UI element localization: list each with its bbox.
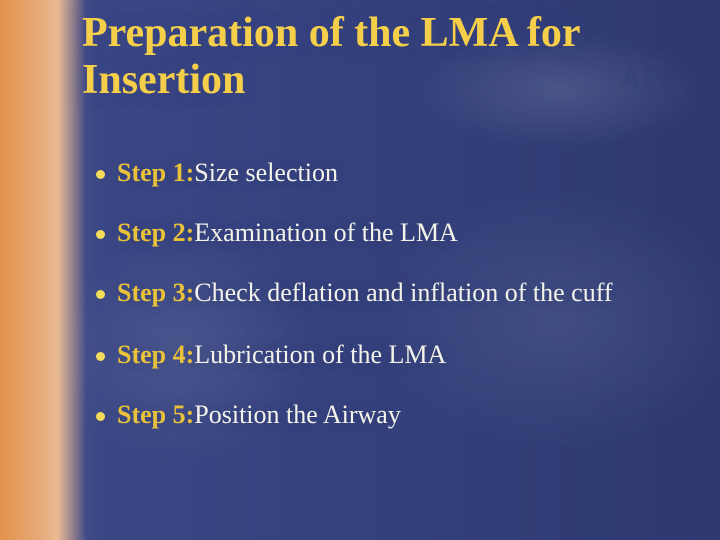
step-label: Step 1: [117,158,194,188]
slide-title: Preparation of the LMA for Insertion [82,10,720,104]
step-text: Position the Airway [194,400,401,430]
bullet-list: Step 1: Size selection Step 2: Examinati… [96,158,660,460]
bullet-icon [96,412,105,421]
list-item: Step 2: Examination of the LMA [96,218,660,248]
bullet-icon [96,170,105,179]
step-label: Step 5: [117,400,194,430]
bullet-icon [96,352,105,361]
list-item: Step 5: Position the Airway [96,400,660,430]
step-label: Step 2: [117,218,194,248]
list-item: Step 3: Check deflation and inflation of… [96,278,660,308]
slide: A25 Preparation of the LMA for Insertion… [0,0,720,540]
bullet-icon [96,230,105,239]
list-item: Step 4: Lubrication of the LMA [96,340,660,370]
bullet-icon [96,290,105,299]
step-text: Check deflation and inflation of the cuf… [194,278,612,308]
list-item: Step 1: Size selection [96,158,660,188]
step-label: Step 4: [117,340,194,370]
step-text: Lubrication of the LMA [194,340,446,370]
step-text: Size selection [194,158,338,188]
step-text: Examination of the LMA [194,218,458,248]
step-label: Step 3: [117,278,194,308]
